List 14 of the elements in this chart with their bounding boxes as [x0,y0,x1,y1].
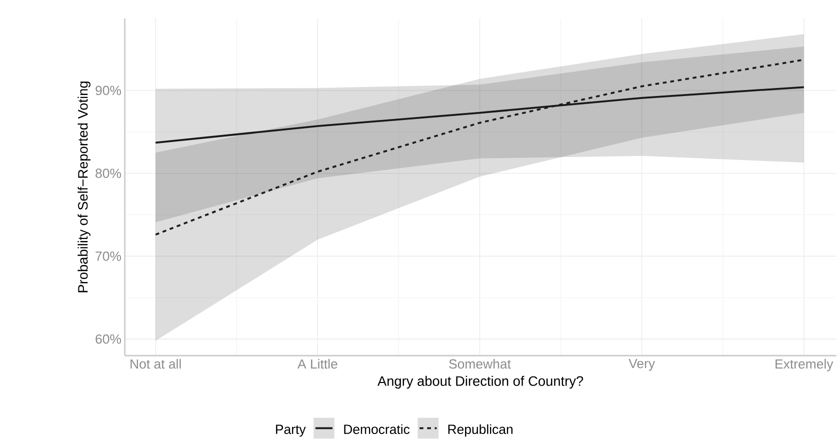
legend-label: Republican [448,424,512,437]
x-tick-label: Not at all [130,359,181,369]
legend-label: Democratic [344,424,410,434]
y-tick-label: 60% [96,334,121,344]
legend-title: Party [276,425,306,437]
x-tick-label: Extremely [776,359,834,372]
y-axis-title: Probability of Self−Reported Voting [78,82,90,292]
y-tick-label: 80% [96,168,121,178]
x-tick-label: Very [628,359,656,371]
x-tick-label: A Little [297,359,338,369]
x-tick-label: Somewhat [449,359,511,369]
x-axis-title: Angry about Direction of Country? [378,376,584,389]
y-tick-label: 70% [96,252,121,262]
y-tick-label: 90% [96,86,121,96]
